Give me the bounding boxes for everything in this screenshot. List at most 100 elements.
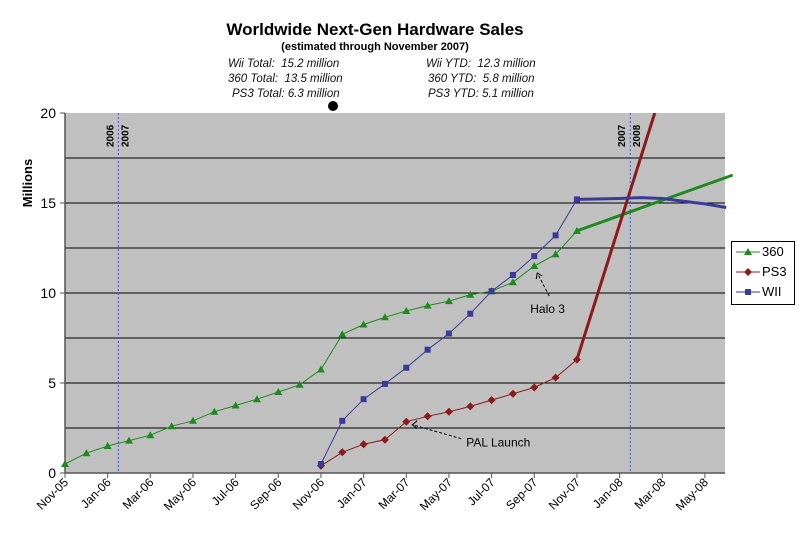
legend-label-360: 360 — [762, 244, 784, 259]
x-tick-label: May-08 — [673, 475, 711, 513]
data-point-360 — [252, 395, 261, 403]
x-tick-label: Mar-06 — [120, 475, 157, 512]
legend-label-ps3: PS3 — [762, 264, 787, 279]
annotation-arrow-pal — [412, 424, 462, 440]
arrowhead — [411, 420, 418, 430]
x-tick-label: Nov-07 — [546, 475, 583, 512]
x-tick-label: Mar-07 — [376, 475, 413, 512]
stray-dot — [328, 101, 338, 111]
stat-wii-total: Wii Total: 15.2 million — [228, 58, 340, 70]
legend-item-ps3: PS3 — [732, 262, 794, 282]
data-point-wii — [509, 272, 516, 278]
data-point-wii — [445, 330, 452, 337]
y-axis-label: Millions — [20, 159, 35, 207]
stat-360-total: 360 Total: 13.5 million — [228, 73, 343, 85]
data-point-ps3 — [338, 448, 347, 457]
data-point-360 — [167, 422, 176, 430]
data-point-360 — [295, 380, 304, 388]
data-point-wii — [552, 232, 559, 239]
data-point-360 — [402, 307, 411, 314]
x-tick-label: Jul-06 — [209, 475, 242, 508]
chart-subtitle: (estimated through November 2007) — [281, 41, 469, 53]
data-point-ps3 — [487, 396, 496, 405]
stat-360-ytd: 360 YTD: 5.8 million — [428, 73, 535, 85]
data-point-ps3 — [466, 402, 475, 411]
x-tick-label: May-07 — [417, 475, 455, 513]
y-tick-label: 10 — [40, 285, 56, 301]
annotation-pal-launch: PAL Launch — [466, 436, 530, 450]
year-label-before: 2006 — [105, 124, 116, 147]
data-point-360 — [423, 301, 432, 309]
data-point-wii — [531, 253, 538, 260]
x-tick-label: Mar-08 — [632, 475, 669, 512]
data-point-360 — [188, 416, 197, 424]
data-point-ps3 — [508, 389, 517, 398]
arrowhead — [535, 272, 543, 280]
stat-ps3-total: PS3 Total: 6.3 million — [232, 88, 340, 100]
legend: 360 PS3 WII — [731, 241, 795, 305]
data-point-wii — [467, 310, 474, 317]
y-tick-label: 5 — [48, 375, 56, 391]
data-point-360 — [380, 313, 389, 321]
data-point-ps3 — [402, 417, 411, 426]
data-point-ps3 — [530, 383, 539, 392]
x-tick-label: Sep-07 — [503, 475, 540, 512]
data-point-360 — [231, 401, 240, 409]
legend-item-wii: WII — [732, 282, 794, 302]
year-label-after: 2008 — [632, 124, 643, 147]
projection-line-360 — [576, 173, 733, 233]
data-point-360 — [444, 297, 453, 305]
data-point-wii — [424, 346, 431, 353]
legend-marker-360 — [736, 248, 760, 255]
x-tick-label: Jan-08 — [590, 475, 626, 511]
data-point-wii — [317, 461, 324, 467]
y-tick-label: 15 — [40, 195, 56, 211]
data-point-ps3 — [380, 435, 389, 444]
data-point-360 — [572, 226, 581, 234]
x-tick-label: Jan-06 — [78, 475, 114, 511]
chart-title: Worldwide Next-Gen Hardware Sales — [226, 20, 524, 39]
year-label-before: 2007 — [617, 124, 628, 147]
data-point-ps3 — [423, 412, 432, 421]
data-point-360 — [274, 388, 283, 395]
x-tick-label: Nov-06 — [290, 475, 327, 512]
x-tick-label: Jan-07 — [334, 475, 370, 511]
data-point-360 — [338, 330, 347, 338]
data-point-360 — [210, 407, 219, 415]
projection-line-ps3 — [575, 113, 657, 361]
data-point-360 — [359, 320, 368, 328]
data-point-360 — [551, 250, 560, 258]
data-point-wii — [360, 396, 367, 403]
y-tick-label: 0 — [48, 465, 56, 481]
data-point-360 — [103, 442, 112, 449]
data-point-wii — [381, 380, 388, 387]
legend-marker-ps3 — [736, 268, 760, 276]
projection-line-wii — [576, 196, 727, 209]
year-label-after: 2007 — [120, 124, 131, 147]
data-point-360 — [146, 431, 155, 439]
stat-wii-ytd: Wii YTD: 12.3 million — [426, 58, 536, 70]
annotation-arrow-halo3 — [536, 272, 550, 297]
data-point-360 — [466, 290, 475, 298]
data-point-360 — [316, 365, 325, 373]
data-point-wii — [488, 288, 495, 295]
data-point-ps3 — [572, 355, 581, 364]
data-point-360 — [61, 460, 69, 467]
legend-label-wii: WII — [762, 284, 782, 299]
data-point-wii — [403, 364, 410, 371]
data-point-ps3 — [359, 440, 368, 449]
legend-marker-wii — [736, 289, 760, 295]
x-tick-label: May-06 — [161, 475, 199, 513]
data-point-360 — [82, 449, 91, 457]
data-point-360 — [124, 436, 133, 444]
x-tick-label: Sep-06 — [247, 475, 284, 512]
data-point-ps3 — [551, 373, 560, 382]
stat-ps3-ytd: PS3 YTD: 5.1 million — [428, 88, 534, 100]
annotation-halo3: Halo 3 — [530, 302, 565, 316]
data-point-360 — [530, 262, 539, 269]
legend-item-360: 360 — [732, 242, 794, 262]
data-point-wii — [573, 196, 580, 203]
data-point-wii — [339, 417, 346, 424]
data-point-ps3 — [444, 407, 453, 416]
